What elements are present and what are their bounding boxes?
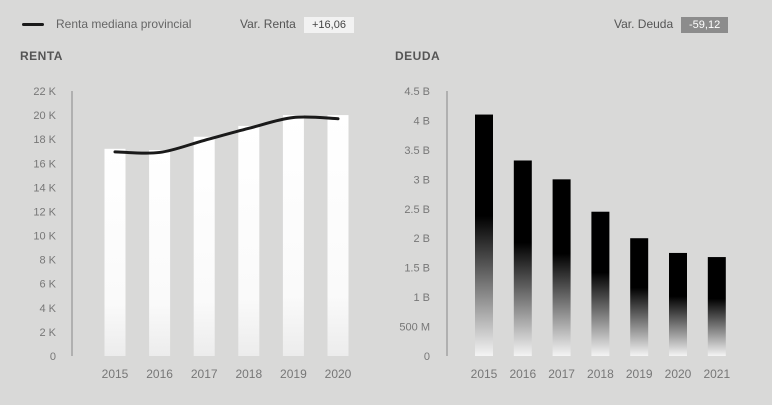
bar: [630, 238, 649, 356]
var-deuda-label: Var. Deuda: [614, 17, 674, 31]
header-bar: Renta mediana provincial Var. Renta +16,…: [0, 0, 772, 40]
bar: [552, 179, 571, 356]
y-tick-label: 18 K: [33, 134, 56, 146]
y-tick-label: 4 K: [39, 303, 56, 315]
y-tick-label: 500 M: [399, 322, 430, 334]
var-renta-label: Var. Renta: [240, 17, 296, 31]
x-tick-label: 2017: [548, 367, 575, 381]
bar: [193, 136, 215, 356]
y-tick-label: 10 K: [33, 231, 56, 243]
y-tick-label: 4 B: [413, 115, 430, 127]
deuda-chart-title: DEUDA: [395, 49, 441, 63]
bar: [149, 150, 171, 356]
y-tick-label: 8 K: [39, 255, 56, 267]
renta-median-line: [113, 115, 340, 155]
x-tick-label: 2015: [471, 367, 498, 381]
y-tick-label: 20 K: [33, 110, 56, 122]
x-tick-label: 2015: [102, 367, 129, 381]
y-tick-label: 16 K: [33, 158, 56, 170]
y-tick-label: 3.5 B: [404, 145, 430, 157]
y-tick-label: 2 K: [39, 327, 56, 339]
x-tick-label: 2019: [626, 367, 653, 381]
bar: [327, 115, 349, 356]
bar: [669, 252, 687, 356]
y-tick-label: 0: [424, 351, 430, 363]
y-tick-label: 14 K: [33, 182, 56, 194]
y-tick-label: 22 K: [33, 86, 56, 98]
x-tick-label: 2018: [587, 367, 614, 381]
renta-chart-title: RENTA: [20, 49, 63, 63]
y-tick-label: 4.5 B: [404, 86, 430, 98]
x-tick-label: 2020: [665, 367, 692, 381]
y-tick-label: 2 B: [413, 233, 430, 245]
var-renta-badge: +16,06: [304, 17, 354, 33]
x-tick-label: 2016: [509, 367, 536, 381]
legend-line-swatch: [22, 23, 44, 26]
bar: [282, 115, 304, 356]
x-tick-label: 2018: [235, 367, 262, 381]
y-tick-label: 2.5 B: [404, 204, 430, 216]
bar: [513, 160, 532, 356]
bar: [104, 148, 126, 356]
x-tick-label: 2020: [325, 367, 352, 381]
x-tick-label: 2016: [146, 367, 173, 381]
x-tick-label: 2017: [191, 367, 218, 381]
x-tick-label: 2019: [280, 367, 307, 381]
bar: [707, 257, 726, 356]
bar: [591, 211, 610, 356]
y-tick-label: 0: [50, 351, 56, 363]
y-tick-label: 1.5 B: [404, 263, 430, 275]
y-tick-label: 12 K: [33, 206, 56, 218]
x-tick-label: 2021: [703, 367, 730, 381]
bar: [238, 125, 260, 356]
y-tick-label: 6 K: [39, 279, 56, 291]
var-deuda-badge: -59,12: [681, 17, 729, 33]
bar: [475, 114, 493, 356]
y-tick-label: 3 B: [413, 174, 430, 186]
y-tick-label: 1 B: [413, 292, 430, 304]
legend-label: Renta mediana provincial: [56, 17, 192, 31]
